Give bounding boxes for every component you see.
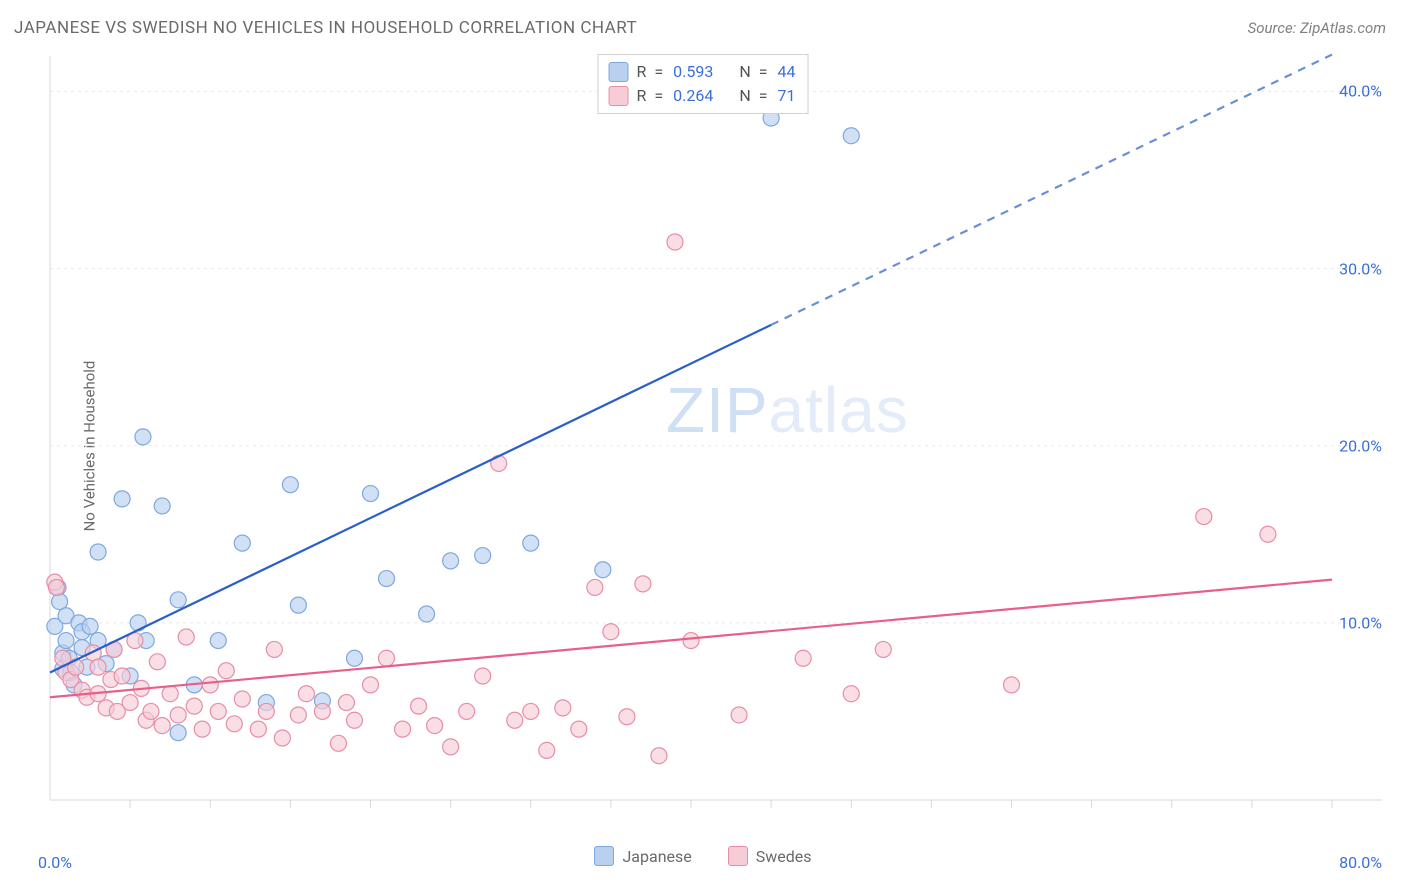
legend-n-value: 71 [777, 84, 795, 108]
legend-n-label: N = [739, 84, 769, 108]
source-prefix: Source: [1248, 19, 1300, 37]
legend-swatch [594, 846, 614, 866]
chart-svg [46, 50, 1386, 842]
bottom-legend-label: Swedes [756, 847, 812, 866]
legend-n-label: N = [739, 60, 769, 84]
legend-stats-row: R = 0.264 N = 71 [609, 84, 796, 108]
y-tick-label: 40.0% [1339, 82, 1382, 101]
legend-r-value: 0.264 [673, 84, 713, 108]
x-axis-min-label: 0.0% [38, 853, 72, 872]
y-tick-label: 30.0% [1339, 259, 1382, 278]
bottom-legend-label: Japanese [622, 847, 691, 866]
chart-title: JAPANESE VS SWEDISH NO VEHICLES IN HOUSE… [14, 18, 637, 38]
bottom-legend-item: Japanese [594, 846, 691, 866]
source-attribution: Source: ZipAtlas.com [1248, 19, 1386, 37]
legend-stats-row: R = 0.593 N = 44 [609, 60, 796, 84]
x-axis-max-label: 80.0% [1339, 853, 1382, 872]
y-tick-label: 20.0% [1339, 436, 1382, 455]
legend-swatch [728, 846, 748, 866]
legend-r-label: R = [637, 84, 666, 108]
source-name: ZipAtlas.com [1300, 19, 1386, 37]
legend-stats-box: R = 0.593 N = 44 R = 0.264 N = 71 [598, 54, 809, 114]
y-tick-label: 10.0% [1339, 613, 1382, 632]
legend-r-label: R = [637, 60, 666, 84]
legend-r-value: 0.593 [673, 60, 713, 84]
legend-swatch [609, 86, 629, 106]
legend-swatch [609, 62, 629, 82]
bottom-legend-item: Swedes [728, 846, 812, 866]
legend-n-value: 44 [777, 60, 795, 84]
bottom-legend: Japanese Swedes [0, 846, 1406, 866]
scatter-chart [46, 50, 1386, 842]
